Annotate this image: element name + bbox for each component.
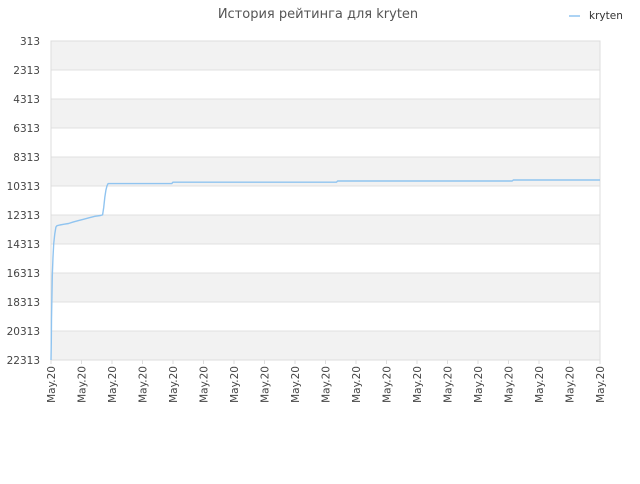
y-tick-label: 10313 [7, 181, 40, 193]
plot-band [51, 99, 600, 128]
grid-lines [51, 40, 600, 361]
x-tick-label: May.20 [321, 366, 333, 403]
x-tick-label: May.20 [382, 366, 394, 403]
x-tick-label: May.20 [290, 366, 302, 403]
y-tick-label: 8313 [13, 152, 40, 164]
series-layer [50, 179, 600, 361]
x-tick-label: May.20 [443, 366, 455, 403]
x-tick-label: May.20 [534, 366, 546, 403]
y-tick-label: 18313 [7, 297, 40, 309]
y-tick-label: 12313 [7, 210, 40, 222]
x-axis-ticks: May.20 May.20 May.20 May.20 May.20 May.20 May.… [46, 360, 607, 403]
y-tick-label: 20313 [7, 326, 40, 338]
x-tick-label: May.20 [107, 366, 119, 403]
plot-band [51, 273, 600, 302]
x-tick-label: May.20 [199, 366, 211, 403]
y-tick-label: 313 [20, 36, 40, 48]
y-tick-label: 2313 [13, 65, 40, 77]
plot-bands [51, 41, 600, 360]
chart-title: История рейтинга для kryten [218, 7, 418, 22]
x-tick-label: May.20 [229, 366, 241, 403]
y-tick-label: 14313 [7, 239, 40, 251]
plot-band [51, 331, 600, 360]
x-tick-label: May.20 [595, 366, 607, 403]
plot-band [51, 128, 600, 157]
series-line-kryten [50, 179, 600, 361]
y-tick-label: 22313 [7, 355, 40, 367]
x-tick-label: May.20 [504, 366, 516, 403]
x-tick-label: May.20 [77, 366, 89, 403]
plot-band [51, 70, 600, 99]
plot-band [51, 41, 600, 70]
legend[interactable]: kryten [569, 10, 623, 22]
x-tick-label: May.20 [565, 366, 577, 403]
y-tick-label: 4313 [13, 94, 40, 106]
x-tick-label: May.20 [473, 366, 485, 403]
y-axis-ticks: 313 2313 4313 6313 8313 10313 12313 14313 16313 1… [7, 36, 40, 367]
x-tick-label: May.20 [168, 366, 180, 403]
x-tick-label: May.20 [138, 366, 150, 403]
y-tick-label: 6313 [13, 123, 40, 135]
x-tick-label: May.20 [260, 366, 272, 403]
x-tick-label: May.20 [46, 366, 58, 403]
x-tick-label: May.20 [351, 366, 363, 403]
x-tick-label: May.20 [412, 366, 424, 403]
plot-band [51, 215, 600, 244]
plot-band [51, 244, 600, 273]
plot-band [51, 186, 600, 215]
legend-label-kryten: kryten [589, 10, 623, 22]
y-tick-label: 16313 [7, 268, 40, 280]
plot-band [51, 302, 600, 331]
